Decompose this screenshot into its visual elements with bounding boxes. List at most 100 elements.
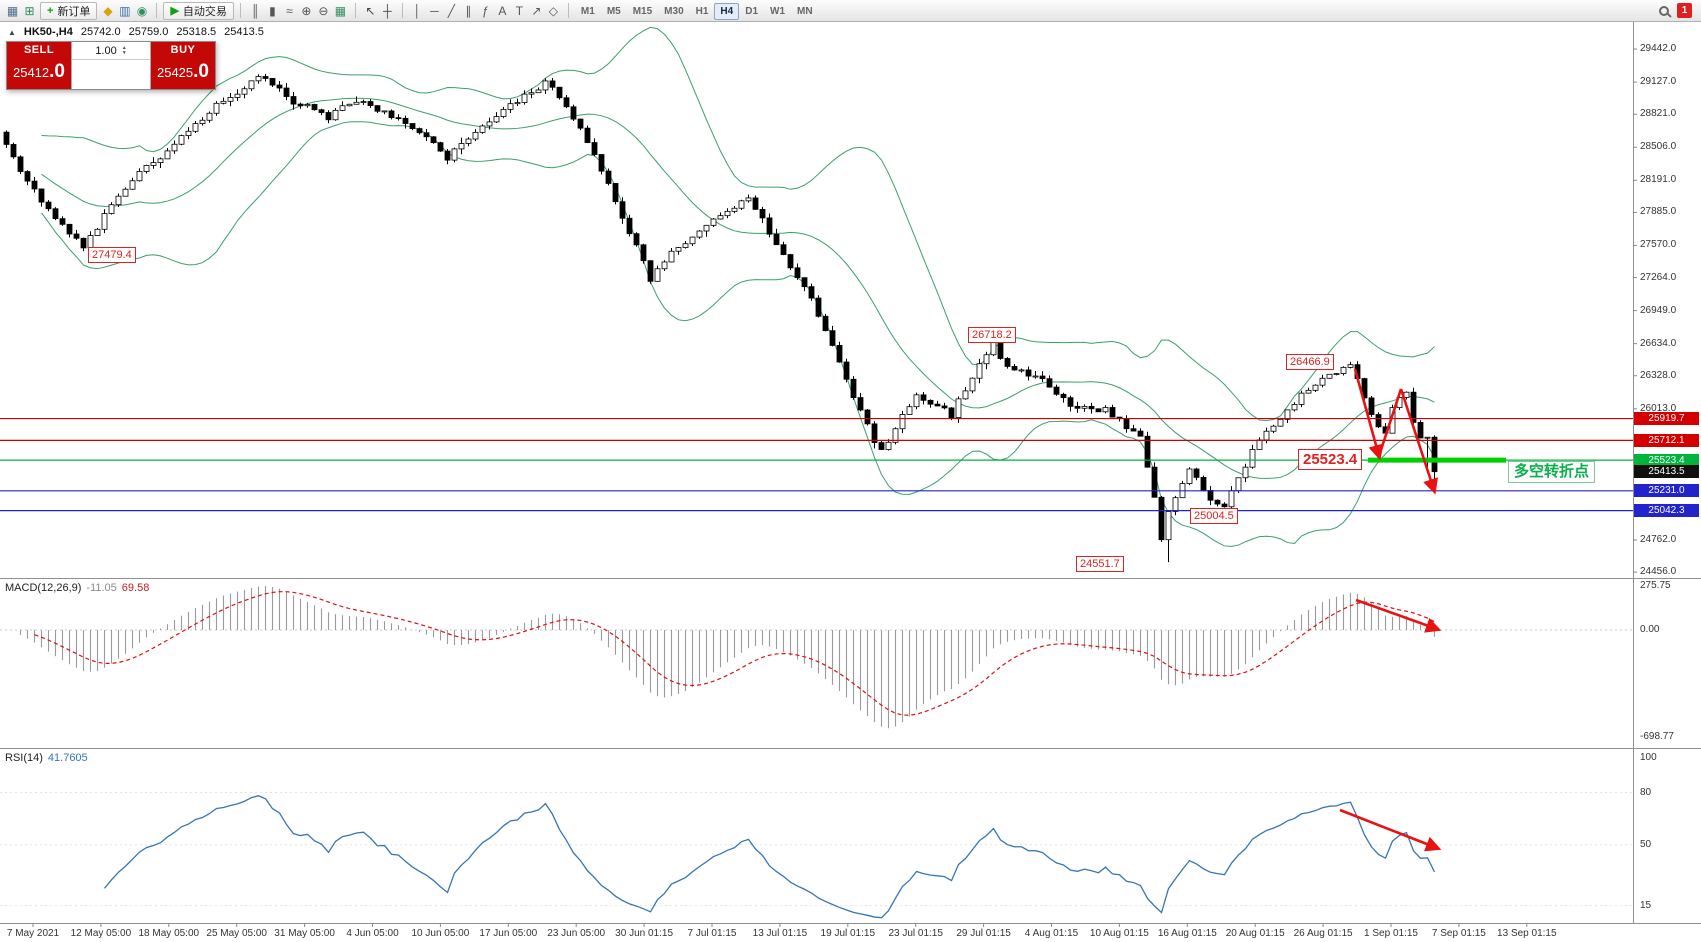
time-axis-label: 13 Sep 01:15 xyxy=(1497,928,1557,939)
channel-icon[interactable]: ∥ xyxy=(465,3,472,18)
price-label-25919.7[interactable]: 25919.7 xyxy=(1634,412,1699,426)
toolbar-separator xyxy=(354,3,356,18)
rsi-value: 41.7605 xyxy=(47,752,88,764)
volume-up-icon[interactable]: ▲ xyxy=(121,44,127,51)
price-note-24551[interactable]: 24551.7 xyxy=(1076,556,1124,572)
price-note-25523[interactable]: 25523.4 xyxy=(1298,449,1363,470)
zoom-in-icon[interactable]: ⊕ xyxy=(301,3,312,18)
search-icon[interactable] xyxy=(1659,5,1669,16)
candlestick-icon[interactable]: ▮ xyxy=(269,3,276,18)
sell-button[interactable]: SELL 25412.0 xyxy=(7,42,71,89)
time-axis-label: 7 Jul 01:15 xyxy=(687,928,737,939)
symbol-ohlc-header: ▲ HK50-,H4 25742.0 25759.0 25318.5 25413… xyxy=(8,26,264,38)
cursor-icon[interactable]: ↖ xyxy=(365,3,376,18)
trend-arrow-main[interactable] xyxy=(1399,388,1439,495)
time-axis-label: 13 Jul 01:15 xyxy=(752,928,808,939)
price-label-25231.0[interactable]: 25231.0 xyxy=(1634,484,1699,498)
text-label-icon[interactable]: T xyxy=(515,3,524,18)
time-axis-label: 7 May 2021 xyxy=(6,928,60,939)
volume-input[interactable]: 1.00 xyxy=(95,44,117,57)
macd-indicator-label: MACD(12,26,9) -11.05 69.58 xyxy=(5,582,150,594)
file-icon-group: ▦ ⊞ xyxy=(4,2,38,20)
time-axis-label: 25 May 05:00 xyxy=(206,928,267,939)
timeframe-d1[interactable]: D1 xyxy=(745,5,759,17)
price-note-26718[interactable]: 26718.2 xyxy=(968,327,1016,343)
crosshair-icon[interactable]: ┼ xyxy=(383,3,392,18)
price-note-27479[interactable]: 27479.4 xyxy=(88,247,136,263)
quick-icon-group: ◆ ▥ ◉ xyxy=(99,2,150,20)
trendline-icon[interactable]: ╱ xyxy=(447,3,456,18)
new-order-plus-icon: + xyxy=(47,4,54,17)
trend-arrow-rsi[interactable] xyxy=(1339,808,1442,852)
vertical-line-icon[interactable]: │ xyxy=(413,3,422,18)
price-note-25004[interactable]: 25004.5 xyxy=(1190,508,1238,524)
bollinger-upper-band xyxy=(41,26,1435,422)
buy-label: BUY xyxy=(170,44,196,56)
volume-down-icon[interactable]: ▼ xyxy=(121,49,127,56)
price-axis-tick[interactable]: 28506.0 xyxy=(1640,141,1677,153)
rsi-axis-tick: 15 xyxy=(1640,899,1652,911)
fibonacci-icon[interactable]: ƒ xyxy=(482,3,489,18)
trend-arrow-main[interactable] xyxy=(1377,388,1403,457)
timeframe-w1[interactable]: W1 xyxy=(770,5,786,17)
rsi-indicator-label: RSI(14) 41.7605 xyxy=(5,752,88,764)
auto-trading-button[interactable]: ▶ 自动交易 xyxy=(163,1,234,20)
data-window-icon[interactable]: ◉ xyxy=(136,3,148,18)
timeframe-m15[interactable]: M15 xyxy=(632,5,653,17)
trend-arrow-main[interactable] xyxy=(1353,368,1384,461)
horizontal-line-icon[interactable]: ─ xyxy=(430,3,439,18)
text-icon[interactable]: A xyxy=(498,3,507,18)
price-label-25042.3[interactable]: 25042.3 xyxy=(1634,504,1699,518)
price-axis-tick[interactable]: 29442.0 xyxy=(1640,43,1677,55)
buy-button[interactable]: BUY 25425.0 xyxy=(151,42,215,89)
new-chart-icon[interactable]: ⊞ xyxy=(24,3,35,18)
timeframe-m5[interactable]: M5 xyxy=(606,5,621,17)
collapse-trade-panel-icon[interactable]: ▲ xyxy=(8,28,16,37)
price-label-25413.5[interactable]: 25413.5 xyxy=(1634,465,1699,479)
market-watch-icon[interactable]: ▥ xyxy=(119,3,131,18)
timeframe-m30[interactable]: M30 xyxy=(664,5,684,17)
price-axis-tick[interactable]: 27885.0 xyxy=(1640,206,1677,218)
shapes-icon[interactable]: ◇ xyxy=(548,3,559,18)
price-axis-tick[interactable]: 24762.0 xyxy=(1640,534,1677,546)
volume-control[interactable]: 1.00 ▲ ▼ xyxy=(71,42,151,60)
price-axis-tick[interactable]: 24456.0 xyxy=(1640,566,1677,578)
price-axis-tick[interactable]: 27264.0 xyxy=(1640,271,1677,283)
charts-icon[interactable]: ▦ xyxy=(6,3,19,18)
price-axis-tick[interactable]: 29127.0 xyxy=(1640,76,1677,88)
tile-windows-icon[interactable]: ▦ xyxy=(334,3,347,18)
arrow-object-icon[interactable]: ↗ xyxy=(531,3,542,18)
timeframe-mn[interactable]: MN xyxy=(797,5,813,17)
price-axis-tick[interactable]: 26328.0 xyxy=(1640,369,1677,381)
macd-signal-line xyxy=(34,591,1435,716)
price-label-25523.4[interactable]: 25523.4 xyxy=(1634,453,1699,467)
auto-trading-play-icon: ▶ xyxy=(170,5,179,17)
timeframe-h4[interactable]: H4 xyxy=(714,2,740,20)
timeframe-h1[interactable]: H1 xyxy=(695,5,709,17)
one-click-trading-panel: SELL 25412.0 1.00 ▲ ▼ BUY 25425.0 xyxy=(6,41,216,90)
main-toolbar: ▦ ⊞ + 新订单 ◆ ▥ ◉ ▶ 自动交易 ║ ▮ ≈ ⊕ ⊖ ▦ ↖ ┼ │ ─ ╱ ∥ ƒ A T ↗ ◇ … xyxy=(0,0,1701,22)
line-chart-icon[interactable]: ≈ xyxy=(286,3,293,18)
timeframe-m1[interactable]: M1 xyxy=(580,5,595,17)
price-label-25712.1[interactable]: 25712.1 xyxy=(1634,433,1699,447)
price-axis-tick[interactable]: 28821.0 xyxy=(1640,108,1677,120)
turning-point-note[interactable]: 多空转折点 xyxy=(1508,461,1596,483)
price-axis-tick[interactable]: 28191.0 xyxy=(1640,174,1677,186)
price-axis-tick[interactable]: 27570.0 xyxy=(1640,239,1677,251)
new-order-button[interactable]: + 新订单 xyxy=(40,1,98,20)
price-axis-tick[interactable]: 26949.0 xyxy=(1640,304,1677,316)
ohlc-bars-icon[interactable]: ║ xyxy=(251,3,260,18)
time-axis-label: 7 Sep 01:15 xyxy=(1431,928,1486,939)
bollinger-middle-band xyxy=(41,97,1435,479)
volume-spinner[interactable]: ▲ ▼ xyxy=(121,44,127,56)
price-note-26466[interactable]: 26466.9 xyxy=(1286,354,1334,370)
notification-badge[interactable]: 1 xyxy=(1677,3,1692,18)
price-axis-tick[interactable]: 26634.0 xyxy=(1640,337,1677,349)
macd-axis-tick: -698.77 xyxy=(1640,731,1674,742)
price-axis-tick[interactable]: 26013.0 xyxy=(1640,402,1677,414)
favorites-icon[interactable]: ◆ xyxy=(103,3,113,18)
trend-arrow-macd[interactable] xyxy=(1355,598,1442,633)
zoom-out-icon[interactable]: ⊖ xyxy=(318,3,329,18)
